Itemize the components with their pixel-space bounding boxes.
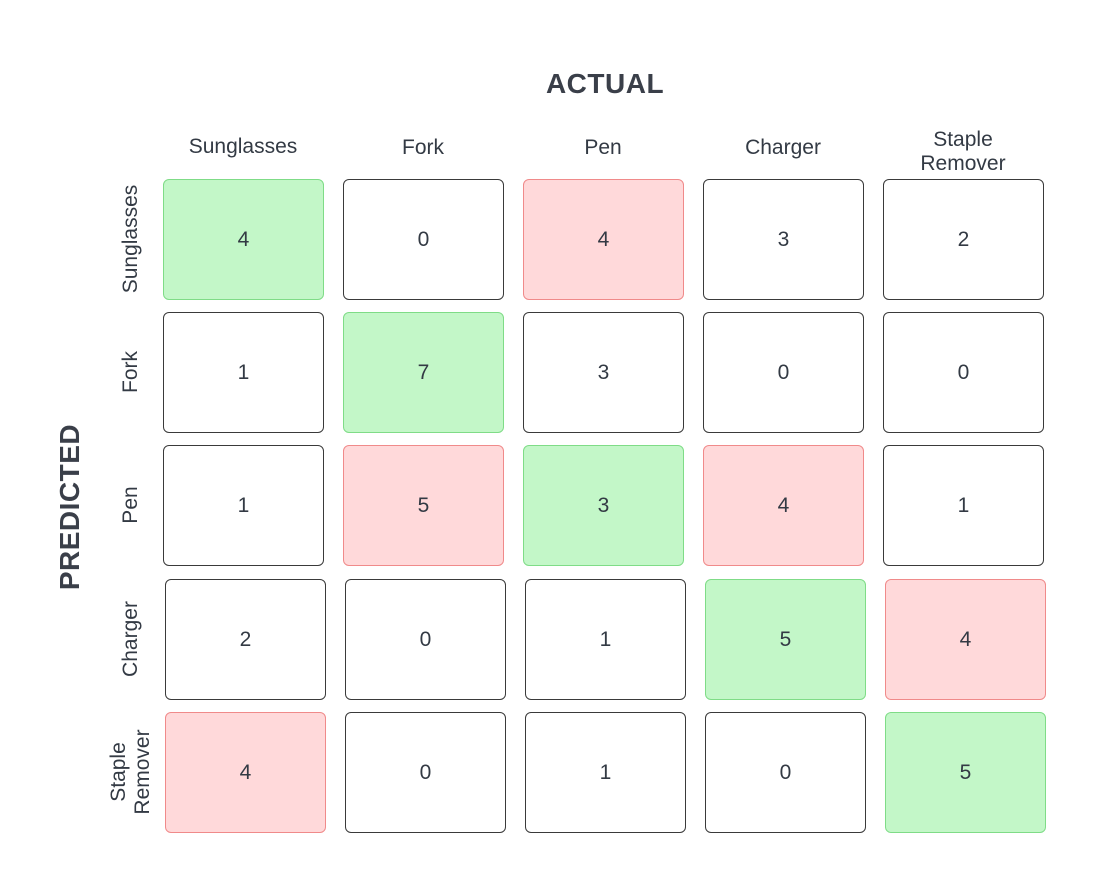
cell-value: 0 [419, 760, 432, 784]
matrix-cell: 5 [705, 579, 866, 700]
row-header: Charger [119, 601, 143, 677]
column-header-line: Pen [584, 136, 622, 159]
matrix-cell: 0 [345, 712, 506, 833]
matrix-cell: 0 [705, 712, 866, 833]
cell-value: 2 [239, 627, 252, 651]
matrix-cell: 0 [345, 579, 506, 700]
column-header: Staple Remover [883, 128, 1043, 176]
matrix-cell: 1 [163, 445, 324, 566]
cell-value: 1 [237, 360, 250, 384]
column-header: Pen [523, 136, 683, 160]
cell-value: 3 [597, 360, 610, 384]
matrix-cell: 1 [163, 312, 324, 433]
matrix-cell: 3 [703, 179, 864, 300]
row-header-line: Sunglasses [119, 184, 142, 294]
matrix-cell: 1 [525, 579, 686, 700]
column-header-line: Fork [402, 136, 444, 159]
cell-value: 5 [417, 493, 430, 517]
row-header-line: Fork [119, 351, 142, 393]
cell-value: 0 [419, 627, 432, 651]
matrix-cell: 3 [523, 445, 684, 566]
column-header: Charger [703, 136, 863, 160]
matrix-cell: 0 [343, 179, 504, 300]
cell-value: 1 [957, 493, 970, 517]
cell-value: 4 [959, 627, 972, 651]
cell-value: 2 [957, 227, 970, 251]
column-header-line: Sunglasses [188, 135, 298, 158]
row-header: Fork [119, 351, 143, 393]
row-header-line: Pen [119, 486, 142, 524]
matrix-cell: 3 [523, 312, 684, 433]
cell-value: 1 [599, 627, 612, 651]
row-header: Sunglasses [119, 185, 143, 294]
matrix-cell: 2 [883, 179, 1044, 300]
cell-value: 3 [597, 493, 610, 517]
matrix-cell: 4 [703, 445, 864, 566]
matrix-cell: 4 [885, 579, 1046, 700]
matrix-cell: 4 [163, 179, 324, 300]
cell-value: 0 [417, 227, 430, 251]
row-header-line: Remover [131, 729, 154, 815]
column-header-line: Charger [745, 136, 821, 159]
row-header: Staple Remover [107, 729, 155, 814]
cell-value: 5 [779, 627, 792, 651]
matrix-cell: 1 [525, 712, 686, 833]
matrix-cell: 4 [165, 712, 326, 833]
matrix-cell: 1 [883, 445, 1044, 566]
matrix-cell: 7 [343, 312, 504, 433]
matrix-cell: 5 [343, 445, 504, 566]
cell-value: 4 [237, 227, 250, 251]
row-header-line: Staple [107, 742, 130, 802]
cell-value: 0 [777, 360, 790, 384]
predicted-axis-title: PREDICTED [54, 423, 85, 591]
cell-value: 1 [237, 493, 250, 517]
cell-value: 3 [777, 227, 790, 251]
matrix-cell: 0 [883, 312, 1044, 433]
column-header-line: Remover [920, 152, 1006, 175]
matrix-cell: 4 [523, 179, 684, 300]
row-header: Pen [119, 486, 143, 523]
column-header-line: Staple [933, 128, 993, 151]
cell-value: 7 [417, 360, 430, 384]
column-header: Fork [343, 136, 503, 160]
cell-value: 4 [597, 227, 610, 251]
cell-value: 5 [959, 760, 972, 784]
actual-axis-title: ACTUAL [545, 68, 665, 99]
row-header-line: Charger [119, 601, 142, 677]
matrix-cell: 2 [165, 579, 326, 700]
matrix-cell: 5 [885, 712, 1046, 833]
cell-value: 0 [957, 360, 970, 384]
cell-value: 4 [777, 493, 790, 517]
matrix-cell: 0 [703, 312, 864, 433]
cell-value: 4 [239, 760, 252, 784]
cell-value: 1 [599, 760, 612, 784]
cell-value: 0 [779, 760, 792, 784]
column-header: Sunglasses [163, 135, 323, 159]
